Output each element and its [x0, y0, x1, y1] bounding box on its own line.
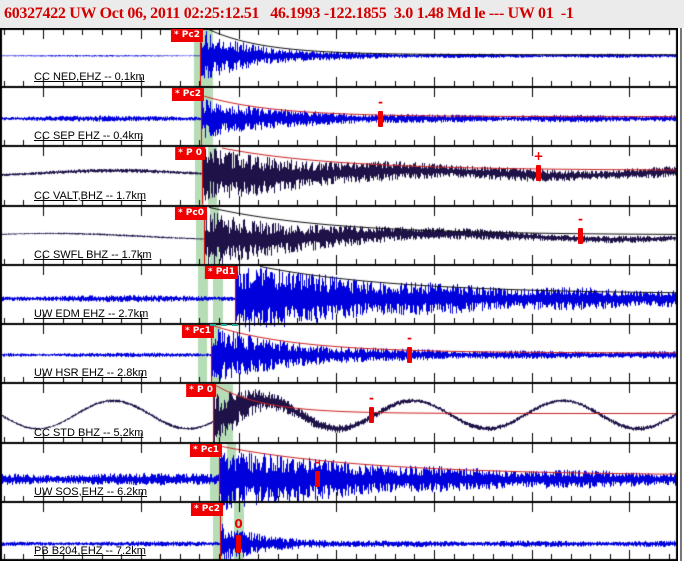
coda-duration-marker[interactable] [407, 346, 412, 363]
trace-label[interactable]: CC NED,EHZ -- 0.1km [34, 71, 145, 84]
trace-label[interactable]: UW EDM EHZ -- 2.7km [34, 308, 149, 321]
trace-label[interactable]: CC SWFL BHZ -- 1.7km [34, 248, 152, 261]
seismogram-canvas[interactable] [0, 28, 678, 561]
phase-pick-flag[interactable]: * Pd1 [204, 265, 238, 279]
marker-symbol: - [578, 212, 583, 227]
event-title: 60327422 UW Oct 06, 2011 02:25:12.51 46.… [4, 5, 574, 22]
marker-symbol: + [533, 149, 544, 164]
trace-label[interactable]: PB B204,EHZ -- 7.2km [34, 545, 146, 557]
marker-symbol: - [407, 330, 412, 345]
phase-pick-flag[interactable]: * Pc2 [170, 29, 203, 42]
trace-label[interactable]: UW HSR EHZ -- 2.8km [34, 367, 148, 380]
coda-duration-marker[interactable] [315, 471, 320, 488]
pick-uncertainty-dash [210, 324, 238, 327]
coda-duration-marker[interactable] [378, 110, 383, 127]
phase-pick-flag[interactable]: * Pc0 [174, 206, 207, 220]
marker-symbol: - [315, 455, 320, 470]
coda-duration-marker[interactable] [578, 228, 583, 245]
phase-pick-flag[interactable]: * Pc1 [181, 325, 214, 339]
window-right-border [680, 28, 682, 561]
marker-symbol: - [369, 390, 374, 405]
trace-label[interactable]: UW SOS,EHZ -- 6.2km [34, 485, 148, 498]
phase-pick-flag[interactable]: * P 0 [175, 147, 205, 161]
phase-pick-flag[interactable]: * Pc1 [189, 443, 222, 457]
phase-pick-flag[interactable]: * Pc2 [171, 88, 204, 102]
trace-label[interactable]: CC STD BHZ -- 5.2km [34, 426, 144, 439]
phase-pick-flag[interactable]: * Pc2 [190, 502, 223, 516]
trace-label[interactable]: CC SEP EHZ -- 0.4km [34, 130, 144, 143]
seismogram-area: CC NED,EHZ -- 0.1km * Pc2 CC SEP EHZ -- 0.… [0, 28, 684, 561]
coda-duration-marker[interactable] [369, 406, 374, 423]
coda-duration-marker[interactable] [236, 534, 241, 553]
trace-label[interactable]: CC VALT,BHZ -- 1.7km [34, 189, 147, 202]
phase-pick-flag[interactable]: * P 0 [186, 384, 216, 398]
coda-duration-marker[interactable] [536, 165, 541, 182]
marker-symbol: - [378, 94, 383, 109]
marker-symbol: 0 [234, 516, 243, 531]
title-bar: 60327422 UW Oct 06, 2011 02:25:12.51 46.… [0, 0, 684, 28]
